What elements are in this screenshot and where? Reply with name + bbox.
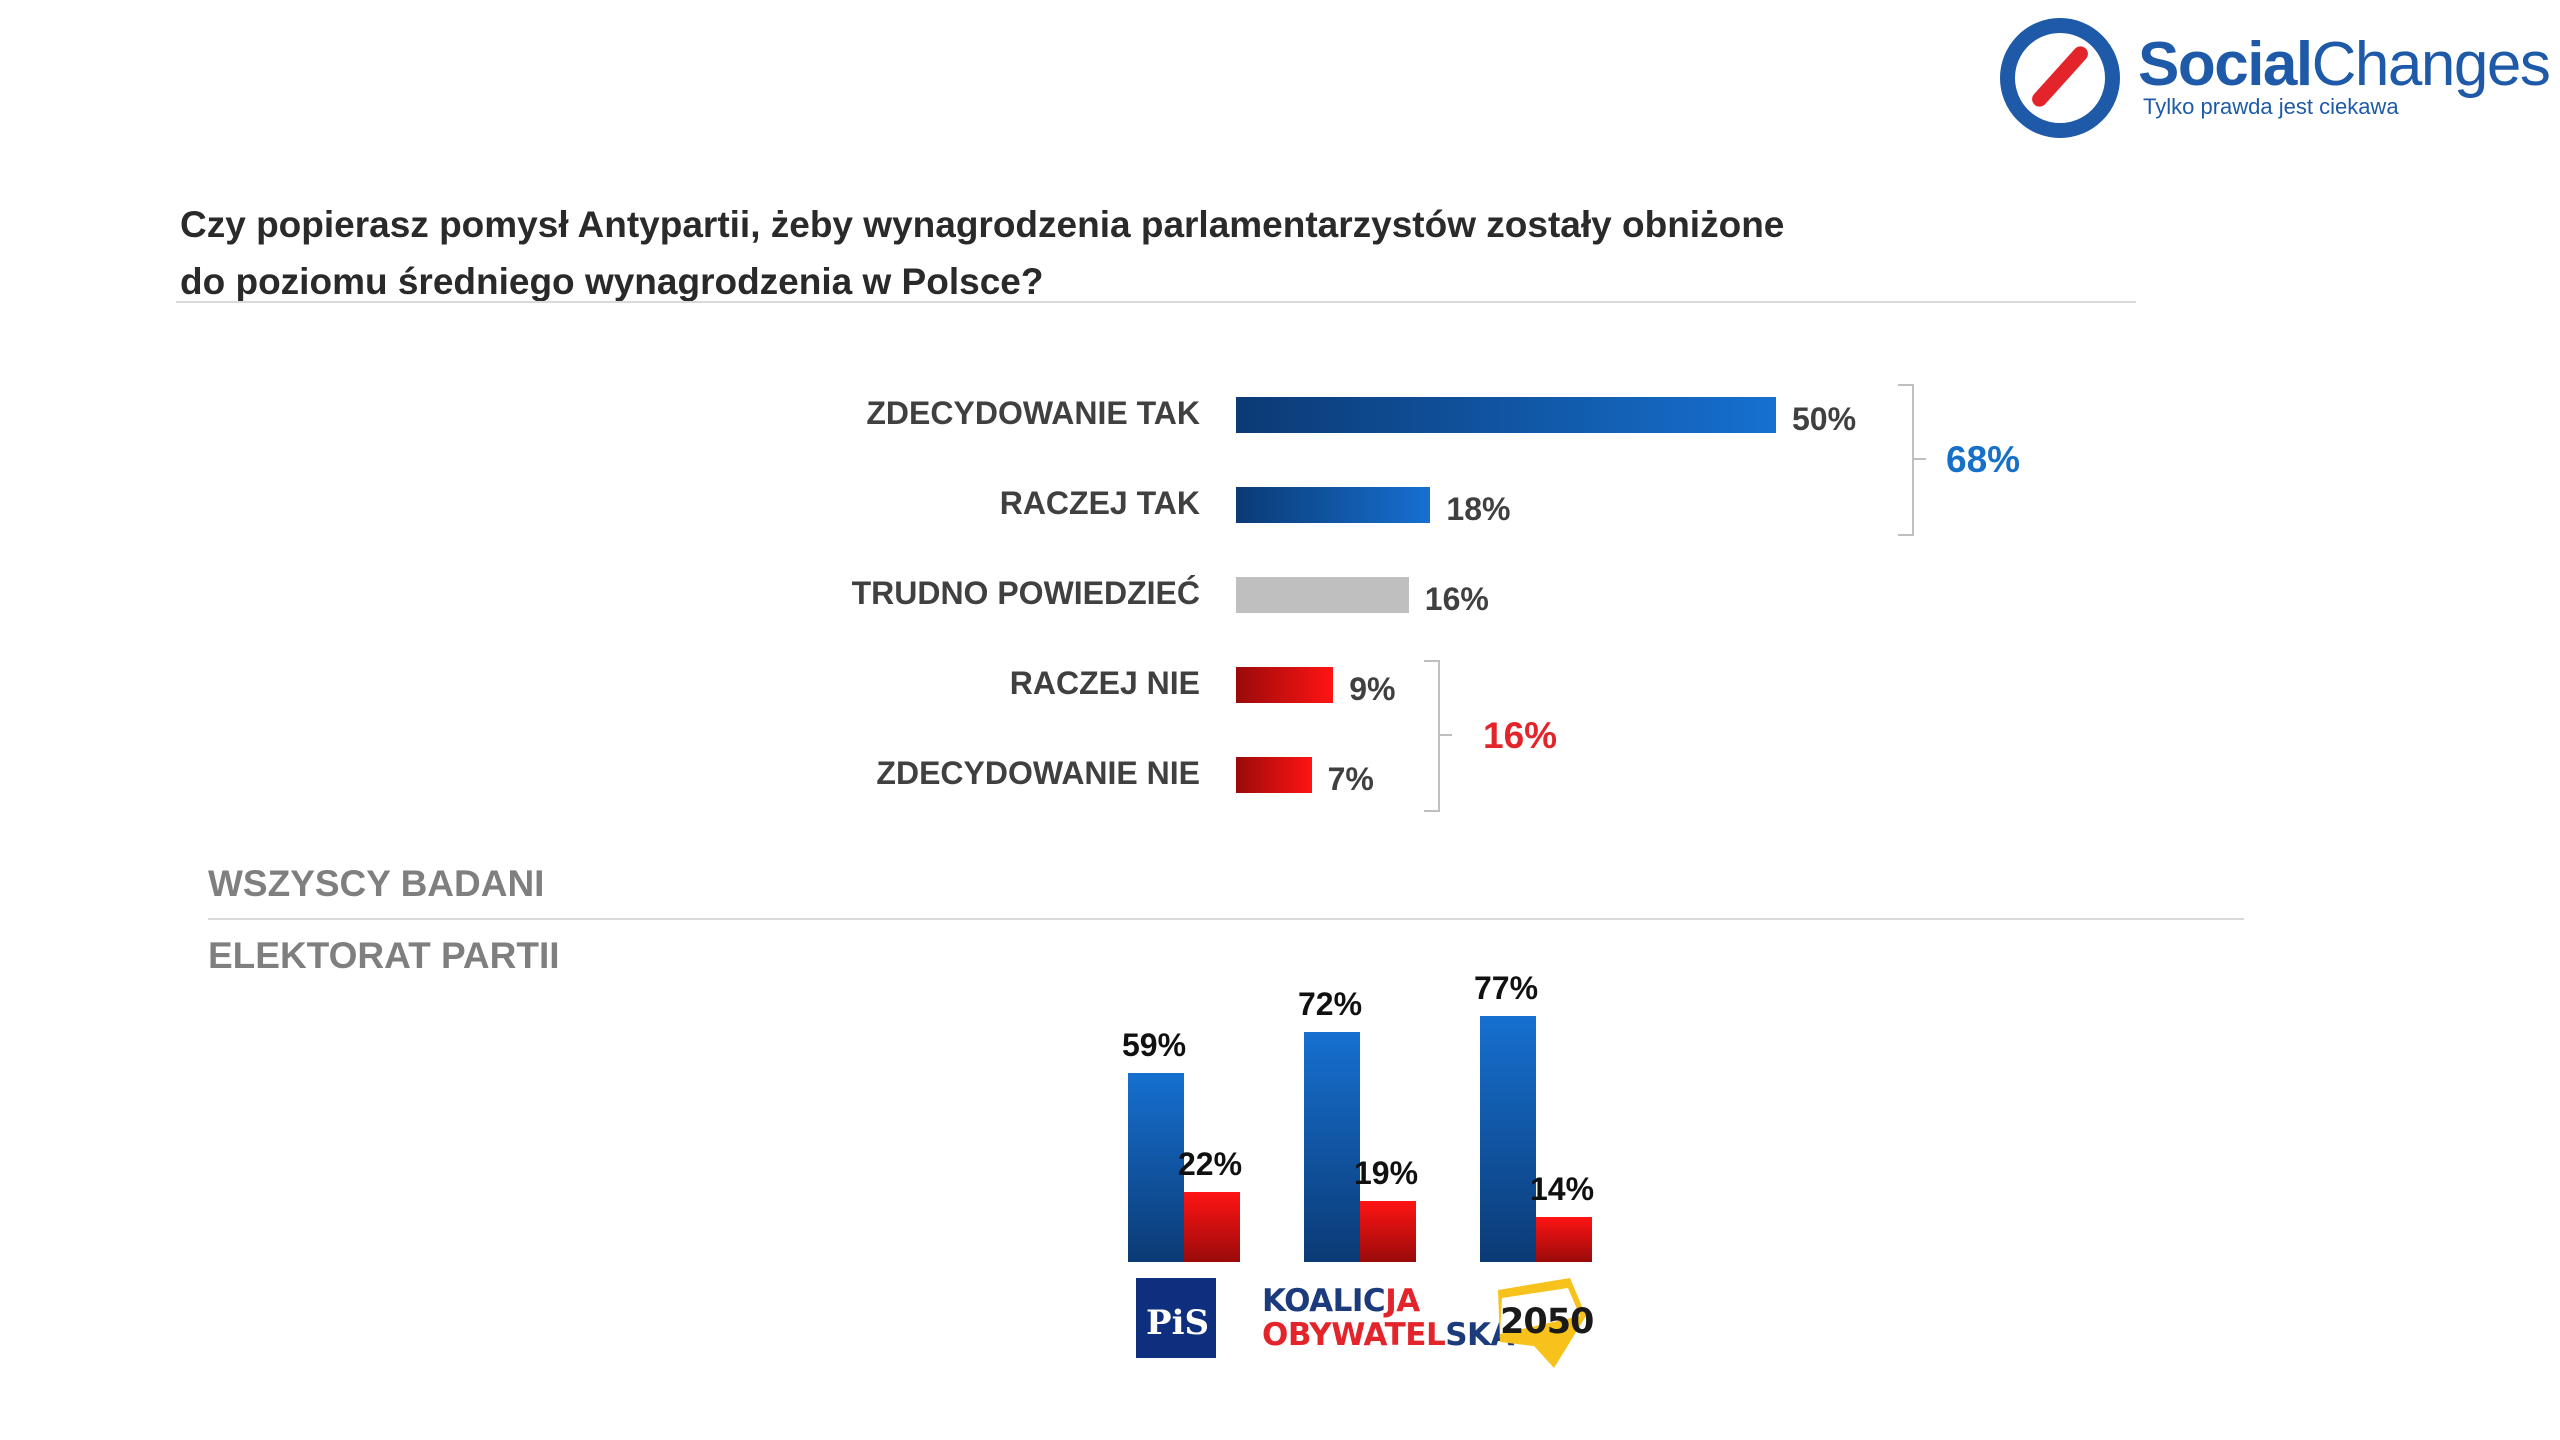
support-value-label: 77%	[1474, 969, 1539, 1006]
bar-value-label: 9%	[1349, 671, 1396, 707]
section-divider	[208, 918, 2244, 920]
bar	[1236, 577, 1409, 613]
positive-bracket-tick	[1914, 458, 1926, 460]
oppose-bar	[1536, 1217, 1592, 1262]
question-line-1: Czy popierasz pomysł Antypartii, żeby wy…	[180, 204, 1785, 245]
category-label: TRUDNO POWIEDZIEĆ	[851, 575, 1200, 611]
question-line-2: do poziomu średniego wynagrodzenia w Pol…	[180, 261, 1044, 302]
brand-tagline: Tylko prawda jest ciekawa	[2143, 94, 2399, 119]
polska2050-logo-shape	[1498, 1278, 1586, 1368]
category-label: RACZEJ NIE	[1009, 665, 1200, 701]
section-all-respondents: WSZYSCY BADANI	[208, 863, 545, 904]
category-label: ZDECYDOWANIE NIE	[876, 755, 1200, 791]
bar-value-label: 18%	[1446, 491, 1511, 527]
oppose-value-label: 14%	[1530, 1171, 1595, 1208]
support-bar	[1304, 1031, 1360, 1262]
section-party-electorate: ELEKTORAT PARTII	[208, 935, 560, 976]
polska2050-logo-text: 2050	[1500, 1302, 1594, 1342]
brand-name: SocialChanges	[2138, 30, 2551, 99]
title-divider	[176, 301, 2136, 303]
bar	[1236, 487, 1431, 523]
positive-bracket	[1898, 384, 1914, 536]
ko-logo: KOALICJA OBYWATELSKA	[1262, 1283, 1515, 1353]
question-title: Czy popierasz pomysł Antypartii, żeby wy…	[180, 196, 1880, 310]
polska2050-logo: 2050	[1494, 1276, 1594, 1370]
negative-total: 16%	[1483, 715, 1558, 756]
category-label: RACZEJ TAK	[999, 485, 1200, 521]
ko-logo-line-2: OBYWATELSKA	[1262, 1317, 1515, 1353]
negative-bracket	[1424, 660, 1440, 812]
positive-total: 68%	[1946, 439, 2021, 480]
pis-logo: PiS	[1136, 1278, 1216, 1358]
support-value-label: 59%	[1122, 1027, 1187, 1064]
oppose-bar	[1184, 1191, 1240, 1262]
category-label: ZDECYDOWANIE TAK	[866, 395, 1200, 431]
support-bar	[1480, 1015, 1536, 1262]
negative-bracket-tick	[1440, 734, 1452, 736]
ko-logo-line-1: KOALICJA	[1262, 1283, 1420, 1319]
support-bar	[1128, 1073, 1184, 1262]
bar	[1236, 397, 1776, 433]
support-value-label: 72%	[1298, 985, 1363, 1022]
pis-logo-text: PiS	[1146, 1303, 1210, 1343]
oppose-bar	[1360, 1201, 1416, 1262]
oppose-value-label: 22%	[1178, 1145, 1243, 1182]
bar-value-label: 16%	[1424, 581, 1489, 617]
oppose-value-label: 19%	[1354, 1155, 1419, 1192]
bar	[1236, 667, 1334, 703]
bar-value-label: 50%	[1792, 401, 1857, 437]
bar-value-label: 7%	[1327, 761, 1374, 797]
bar	[1236, 757, 1312, 793]
